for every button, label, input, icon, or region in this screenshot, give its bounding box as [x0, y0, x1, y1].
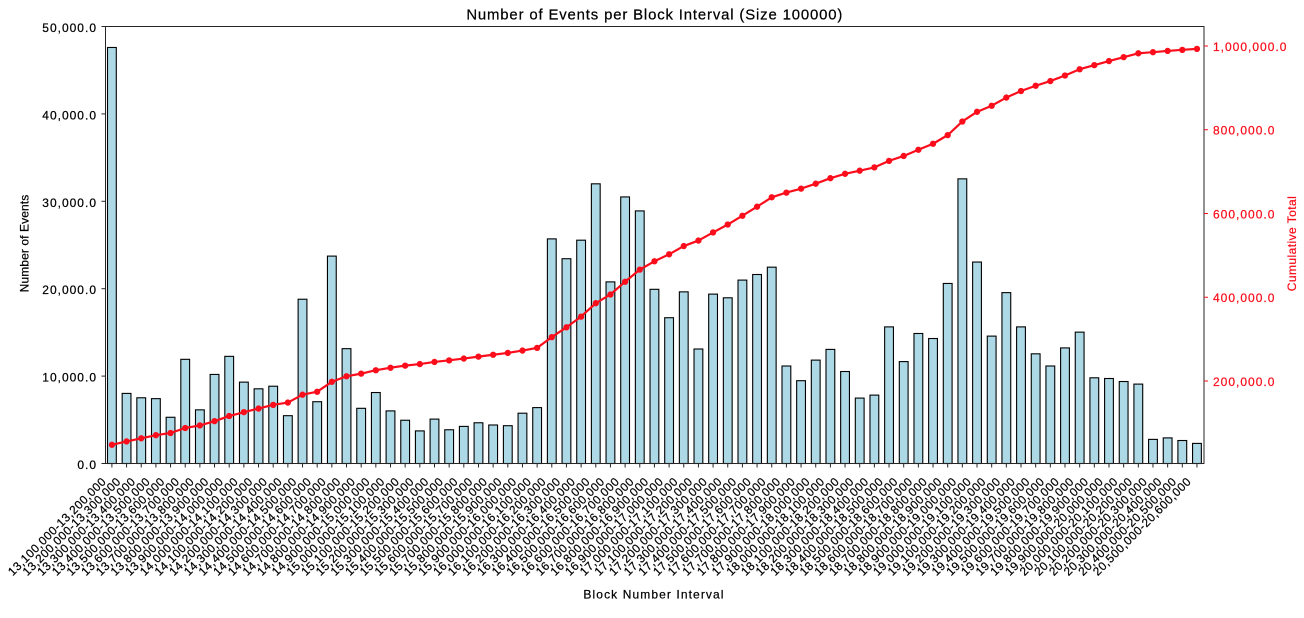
svg-text:Cumulative Total: Cumulative Total — [1285, 196, 1299, 292]
svg-text:Block Number Interval: Block Number Interval — [583, 588, 724, 602]
svg-text:0.0: 0.0 — [77, 458, 97, 472]
svg-text:400,000.0: 400,000.0 — [1213, 291, 1275, 305]
svg-text:10,000.0: 10,000.0 — [42, 371, 97, 385]
svg-text:Number of Events: Number of Events — [18, 195, 32, 293]
svg-text:600,000.0: 600,000.0 — [1213, 207, 1275, 221]
svg-text:200,000.0: 200,000.0 — [1213, 375, 1275, 389]
svg-text:30,000.0: 30,000.0 — [42, 196, 97, 210]
svg-text:Number of Events per Block Int: Number of Events per Block Interval (Siz… — [466, 7, 843, 23]
svg-text:20,000.0: 20,000.0 — [42, 283, 97, 297]
svg-text:800,000.0: 800,000.0 — [1213, 124, 1275, 138]
svg-text:1,000,000.0: 1,000,000.0 — [1213, 40, 1287, 54]
svg-text:50,000.0: 50,000.0 — [42, 21, 97, 35]
svg-text:40,000.0: 40,000.0 — [42, 108, 97, 122]
